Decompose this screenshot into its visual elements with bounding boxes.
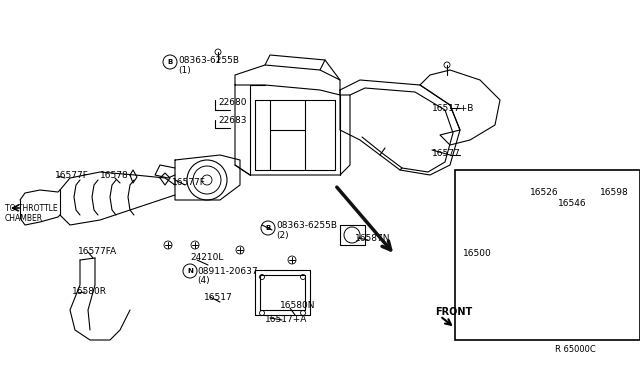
Text: R 65000C: R 65000C xyxy=(555,346,596,355)
Text: (2): (2) xyxy=(276,231,289,240)
Text: 16500: 16500 xyxy=(463,248,492,257)
Text: 16526: 16526 xyxy=(530,187,559,196)
Text: 16587N: 16587N xyxy=(355,234,390,243)
Text: 16577F: 16577F xyxy=(172,177,206,186)
Text: 16580N: 16580N xyxy=(280,301,316,311)
Text: 16577: 16577 xyxy=(432,148,461,157)
Text: 16517+A: 16517+A xyxy=(265,315,307,324)
Text: 16598: 16598 xyxy=(600,187,628,196)
Text: N: N xyxy=(187,268,193,274)
Text: (4): (4) xyxy=(197,276,210,285)
Text: FRONT: FRONT xyxy=(435,307,472,317)
Text: B: B xyxy=(266,225,271,231)
Text: 22680: 22680 xyxy=(218,97,246,106)
Text: CHAMBER: CHAMBER xyxy=(5,214,43,222)
Text: 08363-6255B: 08363-6255B xyxy=(178,55,239,64)
Text: 08363-6255B: 08363-6255B xyxy=(276,221,337,230)
Text: 16578: 16578 xyxy=(100,170,129,180)
Text: 16577FA: 16577FA xyxy=(78,247,117,257)
Text: 08911-20637: 08911-20637 xyxy=(197,266,258,276)
Text: 16577F: 16577F xyxy=(55,170,89,180)
Text: 24210L: 24210L xyxy=(190,253,223,263)
Text: 16517: 16517 xyxy=(204,292,233,301)
Text: (1): (1) xyxy=(178,65,191,74)
Text: 16580R: 16580R xyxy=(72,288,107,296)
Text: B: B xyxy=(168,59,173,65)
Text: 22683: 22683 xyxy=(218,115,246,125)
Text: TO THROTTLE: TO THROTTLE xyxy=(5,203,58,212)
Bar xyxy=(455,170,640,340)
Text: 16546: 16546 xyxy=(558,199,587,208)
Text: 16517+B: 16517+B xyxy=(432,103,474,112)
